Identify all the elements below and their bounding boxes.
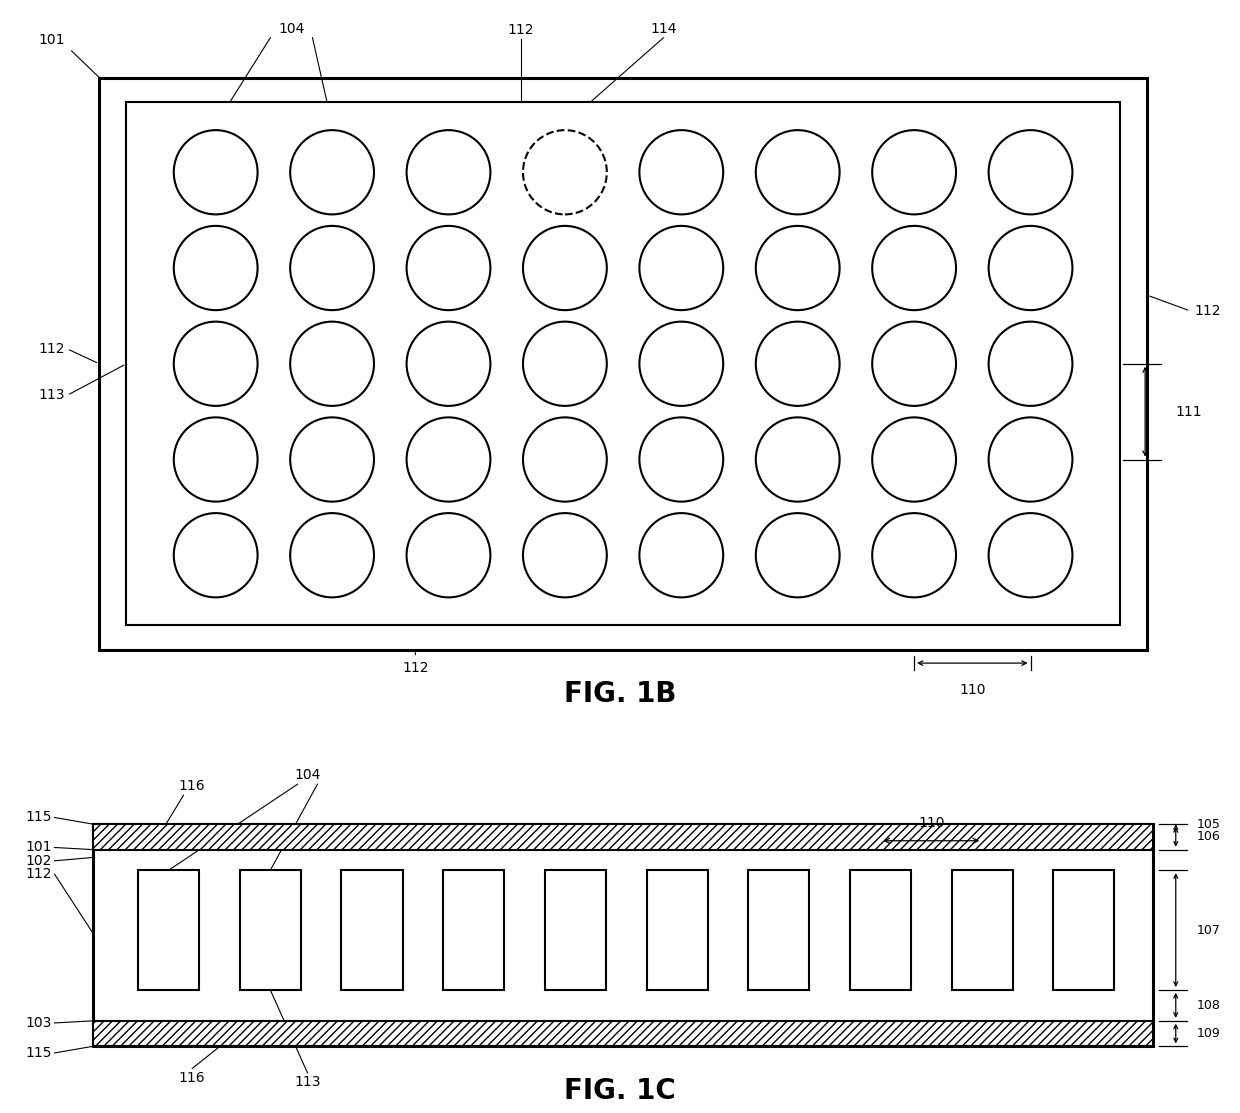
Bar <box>443 870 505 989</box>
Text: 104: 104 <box>294 768 321 782</box>
Ellipse shape <box>523 513 606 598</box>
Ellipse shape <box>988 226 1073 311</box>
Ellipse shape <box>523 417 606 502</box>
Text: 110: 110 <box>959 683 986 697</box>
Bar <box>93 824 1153 849</box>
Ellipse shape <box>756 130 839 215</box>
Ellipse shape <box>640 130 723 215</box>
Ellipse shape <box>756 322 839 406</box>
Bar <box>239 870 301 989</box>
Ellipse shape <box>756 226 839 311</box>
Bar <box>951 870 1013 989</box>
Bar <box>646 870 708 989</box>
Text: 116: 116 <box>179 1071 206 1085</box>
Ellipse shape <box>988 130 1073 215</box>
Text: 101: 101 <box>38 32 64 47</box>
Ellipse shape <box>290 322 374 406</box>
Bar <box>341 870 403 989</box>
Text: 109: 109 <box>1197 1027 1220 1040</box>
Ellipse shape <box>523 322 606 406</box>
Bar <box>93 1021 1153 1046</box>
Ellipse shape <box>523 130 606 215</box>
Bar <box>849 870 911 989</box>
Ellipse shape <box>640 417 723 502</box>
Ellipse shape <box>988 513 1073 598</box>
Text: 112: 112 <box>507 22 534 37</box>
Ellipse shape <box>872 417 956 502</box>
Bar <box>99 78 1147 650</box>
Ellipse shape <box>407 417 490 502</box>
Bar <box>126 102 1120 626</box>
Text: 114: 114 <box>650 21 677 36</box>
Text: 111: 111 <box>1176 405 1202 418</box>
Ellipse shape <box>872 513 956 598</box>
Ellipse shape <box>174 513 258 598</box>
Text: 106: 106 <box>1197 830 1220 844</box>
Ellipse shape <box>640 322 723 406</box>
Ellipse shape <box>290 130 374 215</box>
Text: 104: 104 <box>278 21 305 36</box>
Ellipse shape <box>640 226 723 311</box>
Bar <box>1053 870 1115 989</box>
Text: 113: 113 <box>294 1075 321 1090</box>
Text: 115: 115 <box>26 1046 52 1060</box>
Bar <box>544 870 606 989</box>
Ellipse shape <box>988 417 1073 502</box>
Text: 102: 102 <box>26 854 52 868</box>
Text: 112: 112 <box>38 342 64 356</box>
Text: 112: 112 <box>26 867 52 881</box>
Text: FIG. 1C: FIG. 1C <box>564 1077 676 1105</box>
Text: 113: 113 <box>38 388 64 403</box>
Ellipse shape <box>290 226 374 311</box>
Ellipse shape <box>872 322 956 406</box>
Text: 115: 115 <box>26 810 52 825</box>
Text: FIG. 1B: FIG. 1B <box>564 680 676 708</box>
Text: 112: 112 <box>1194 304 1220 318</box>
Text: 112: 112 <box>402 661 429 674</box>
Ellipse shape <box>756 513 839 598</box>
Text: 101: 101 <box>26 840 52 855</box>
Ellipse shape <box>174 322 258 406</box>
Ellipse shape <box>174 226 258 311</box>
Ellipse shape <box>407 322 490 406</box>
Text: 105: 105 <box>1197 818 1220 830</box>
Ellipse shape <box>407 130 490 215</box>
Ellipse shape <box>756 417 839 502</box>
Ellipse shape <box>290 417 374 502</box>
Bar <box>93 824 1153 1046</box>
Text: 103: 103 <box>26 1016 52 1030</box>
Ellipse shape <box>872 130 956 215</box>
Ellipse shape <box>988 322 1073 406</box>
Ellipse shape <box>523 226 606 311</box>
Text: 108: 108 <box>1197 998 1220 1012</box>
Text: 107: 107 <box>1197 924 1220 936</box>
Ellipse shape <box>407 513 490 598</box>
Ellipse shape <box>640 513 723 598</box>
Ellipse shape <box>174 417 258 502</box>
Ellipse shape <box>872 226 956 311</box>
Text: 110: 110 <box>918 816 945 829</box>
Bar <box>748 870 810 989</box>
Bar <box>138 870 200 989</box>
Ellipse shape <box>290 513 374 598</box>
Ellipse shape <box>407 226 490 311</box>
Text: 116: 116 <box>179 779 206 794</box>
Ellipse shape <box>174 130 258 215</box>
